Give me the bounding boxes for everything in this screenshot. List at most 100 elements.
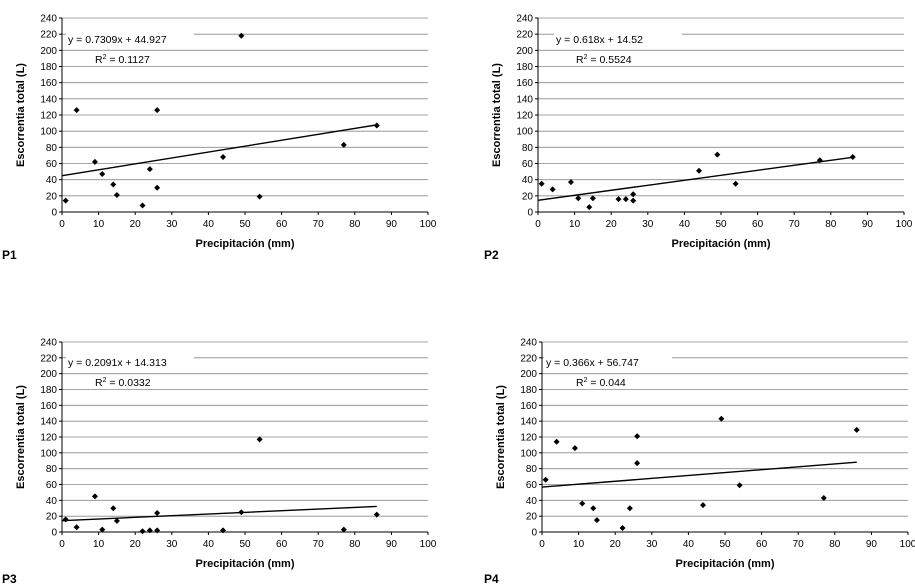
- y-tick-label: 40: [526, 496, 538, 507]
- y-tick-label: 0: [527, 208, 533, 219]
- data-point: [634, 460, 641, 467]
- data-point: [139, 528, 146, 535]
- data-point: [589, 195, 596, 202]
- y-tick-label: 120: [520, 433, 537, 444]
- x-axis-label: Precipitación (mm): [195, 558, 294, 570]
- x-tick-label: 30: [166, 219, 178, 230]
- data-point: [538, 180, 545, 187]
- equation-background: [66, 355, 194, 369]
- y-tick-label: 200: [40, 369, 57, 380]
- x-tick-label: 60: [276, 219, 288, 230]
- data-point: [256, 193, 263, 200]
- y-tick-label: 180: [516, 62, 533, 73]
- y-axis-label: Escorrentia total (L): [495, 385, 507, 489]
- panel-label-p4: P4: [484, 572, 499, 586]
- data-point: [626, 505, 633, 512]
- data-point: [590, 505, 597, 512]
- x-tick-label: 20: [606, 219, 618, 230]
- y-tick-label: 20: [46, 191, 58, 202]
- y-tick-label: 200: [516, 46, 533, 57]
- x-tick-label: 90: [862, 219, 874, 230]
- y-tick-label: 160: [516, 78, 533, 89]
- r-squared-label: R2 = 0.5524: [576, 54, 632, 66]
- x-tick-label: 50: [239, 219, 251, 230]
- data-point: [615, 196, 622, 203]
- x-tick-label: 0: [59, 219, 65, 230]
- panel-label-p1: P1: [2, 248, 17, 262]
- y-tick-label: 100: [520, 448, 537, 459]
- y-tick-label: 80: [46, 143, 58, 154]
- r-squared-value: = 0.0332: [107, 377, 151, 389]
- data-point: [154, 510, 161, 516]
- data-point: [816, 157, 823, 164]
- x-tick-label: 70: [313, 219, 325, 230]
- data-point: [718, 415, 725, 422]
- y-tick-label: 100: [516, 127, 533, 138]
- x-tick-label: 10: [569, 219, 581, 230]
- r-squared-label: R2 = 0.0332: [95, 377, 151, 389]
- x-tick-label: 0: [59, 539, 65, 550]
- r-squared-label: R2 = 0.1127: [95, 54, 150, 66]
- x-tick-label: 100: [900, 539, 915, 550]
- data-point: [238, 509, 245, 516]
- x-tick-label: 20: [130, 219, 142, 230]
- data-point: [634, 433, 641, 440]
- x-tick-label: 10: [93, 219, 105, 230]
- y-tick-label: 200: [40, 46, 57, 57]
- data-point: [113, 192, 120, 199]
- y-tick-label: 80: [522, 143, 534, 154]
- data-point: [62, 516, 69, 523]
- x-tick-label: 40: [679, 219, 691, 230]
- x-tick-label: 90: [866, 539, 878, 550]
- r-squared-value: = 0.044: [588, 377, 626, 389]
- y-tick-label: 100: [40, 127, 57, 138]
- r2-background: [574, 375, 646, 389]
- y-tick-label: 0: [51, 208, 57, 219]
- r2-background: [574, 52, 646, 66]
- x-tick-label: 80: [349, 539, 361, 550]
- data-point: [736, 482, 743, 489]
- x-tick-label: 0: [539, 539, 545, 550]
- panel-label-p2: P2: [484, 248, 499, 262]
- y-tick-label: 120: [40, 433, 57, 444]
- data-point: [340, 141, 347, 148]
- r-squared-prefix: R: [95, 377, 103, 389]
- x-tick-label: 100: [420, 539, 437, 550]
- y-tick-label: 200: [520, 369, 537, 380]
- data-point: [849, 154, 856, 161]
- y-tick-label: 180: [40, 385, 57, 396]
- y-tick-label: 140: [40, 94, 57, 105]
- data-point: [220, 154, 227, 161]
- y-tick-label: 20: [522, 191, 534, 202]
- y-tick-label: 240: [516, 14, 533, 25]
- r2-background: [93, 52, 165, 66]
- data-point: [146, 527, 153, 534]
- equation-background: [554, 32, 682, 46]
- y-axis-label: Escorrentia total (L): [15, 385, 27, 489]
- x-tick-label: 10: [93, 539, 105, 550]
- chart-panel-p1: 0 20 40 60 80 100 120 140 160 180 200 220 240 0 10 20 30…: [0, 0, 455, 290]
- data-point: [571, 445, 578, 452]
- x-tick-label: 20: [130, 539, 142, 550]
- y-tick-label: 20: [46, 512, 58, 523]
- y-tick-label: 20: [526, 512, 538, 523]
- trendline-equation: y = 0.7309x + 44.927: [68, 34, 167, 46]
- r-squared-superscript: 2: [103, 54, 107, 61]
- y-tick-label: 240: [520, 338, 537, 349]
- trendline-equation: y = 0.366x + 56.747: [546, 357, 639, 369]
- y-tick-label: 160: [40, 78, 57, 89]
- data-point: [553, 438, 560, 445]
- data-point: [91, 158, 98, 165]
- r-squared-prefix: R: [576, 54, 584, 66]
- r-squared-label: R2 = 0.044: [576, 377, 626, 389]
- r-squared-value: = 0.1127: [107, 54, 150, 66]
- y-axis-label: Escorrentia total (L): [491, 63, 503, 167]
- r-squared-superscript: 2: [103, 377, 107, 384]
- trendline-equation: y = 0.2091x + 14.313: [68, 357, 167, 369]
- x-axis-label: Precipitación (mm): [675, 558, 774, 570]
- x-tick-label: 60: [756, 539, 768, 550]
- chart-panel-p2: 0 20 40 60 80 100 120 140 160 180 200 220 240 0 10 20 30…: [476, 0, 915, 290]
- data-point: [99, 171, 106, 178]
- x-tick-label: 40: [203, 539, 215, 550]
